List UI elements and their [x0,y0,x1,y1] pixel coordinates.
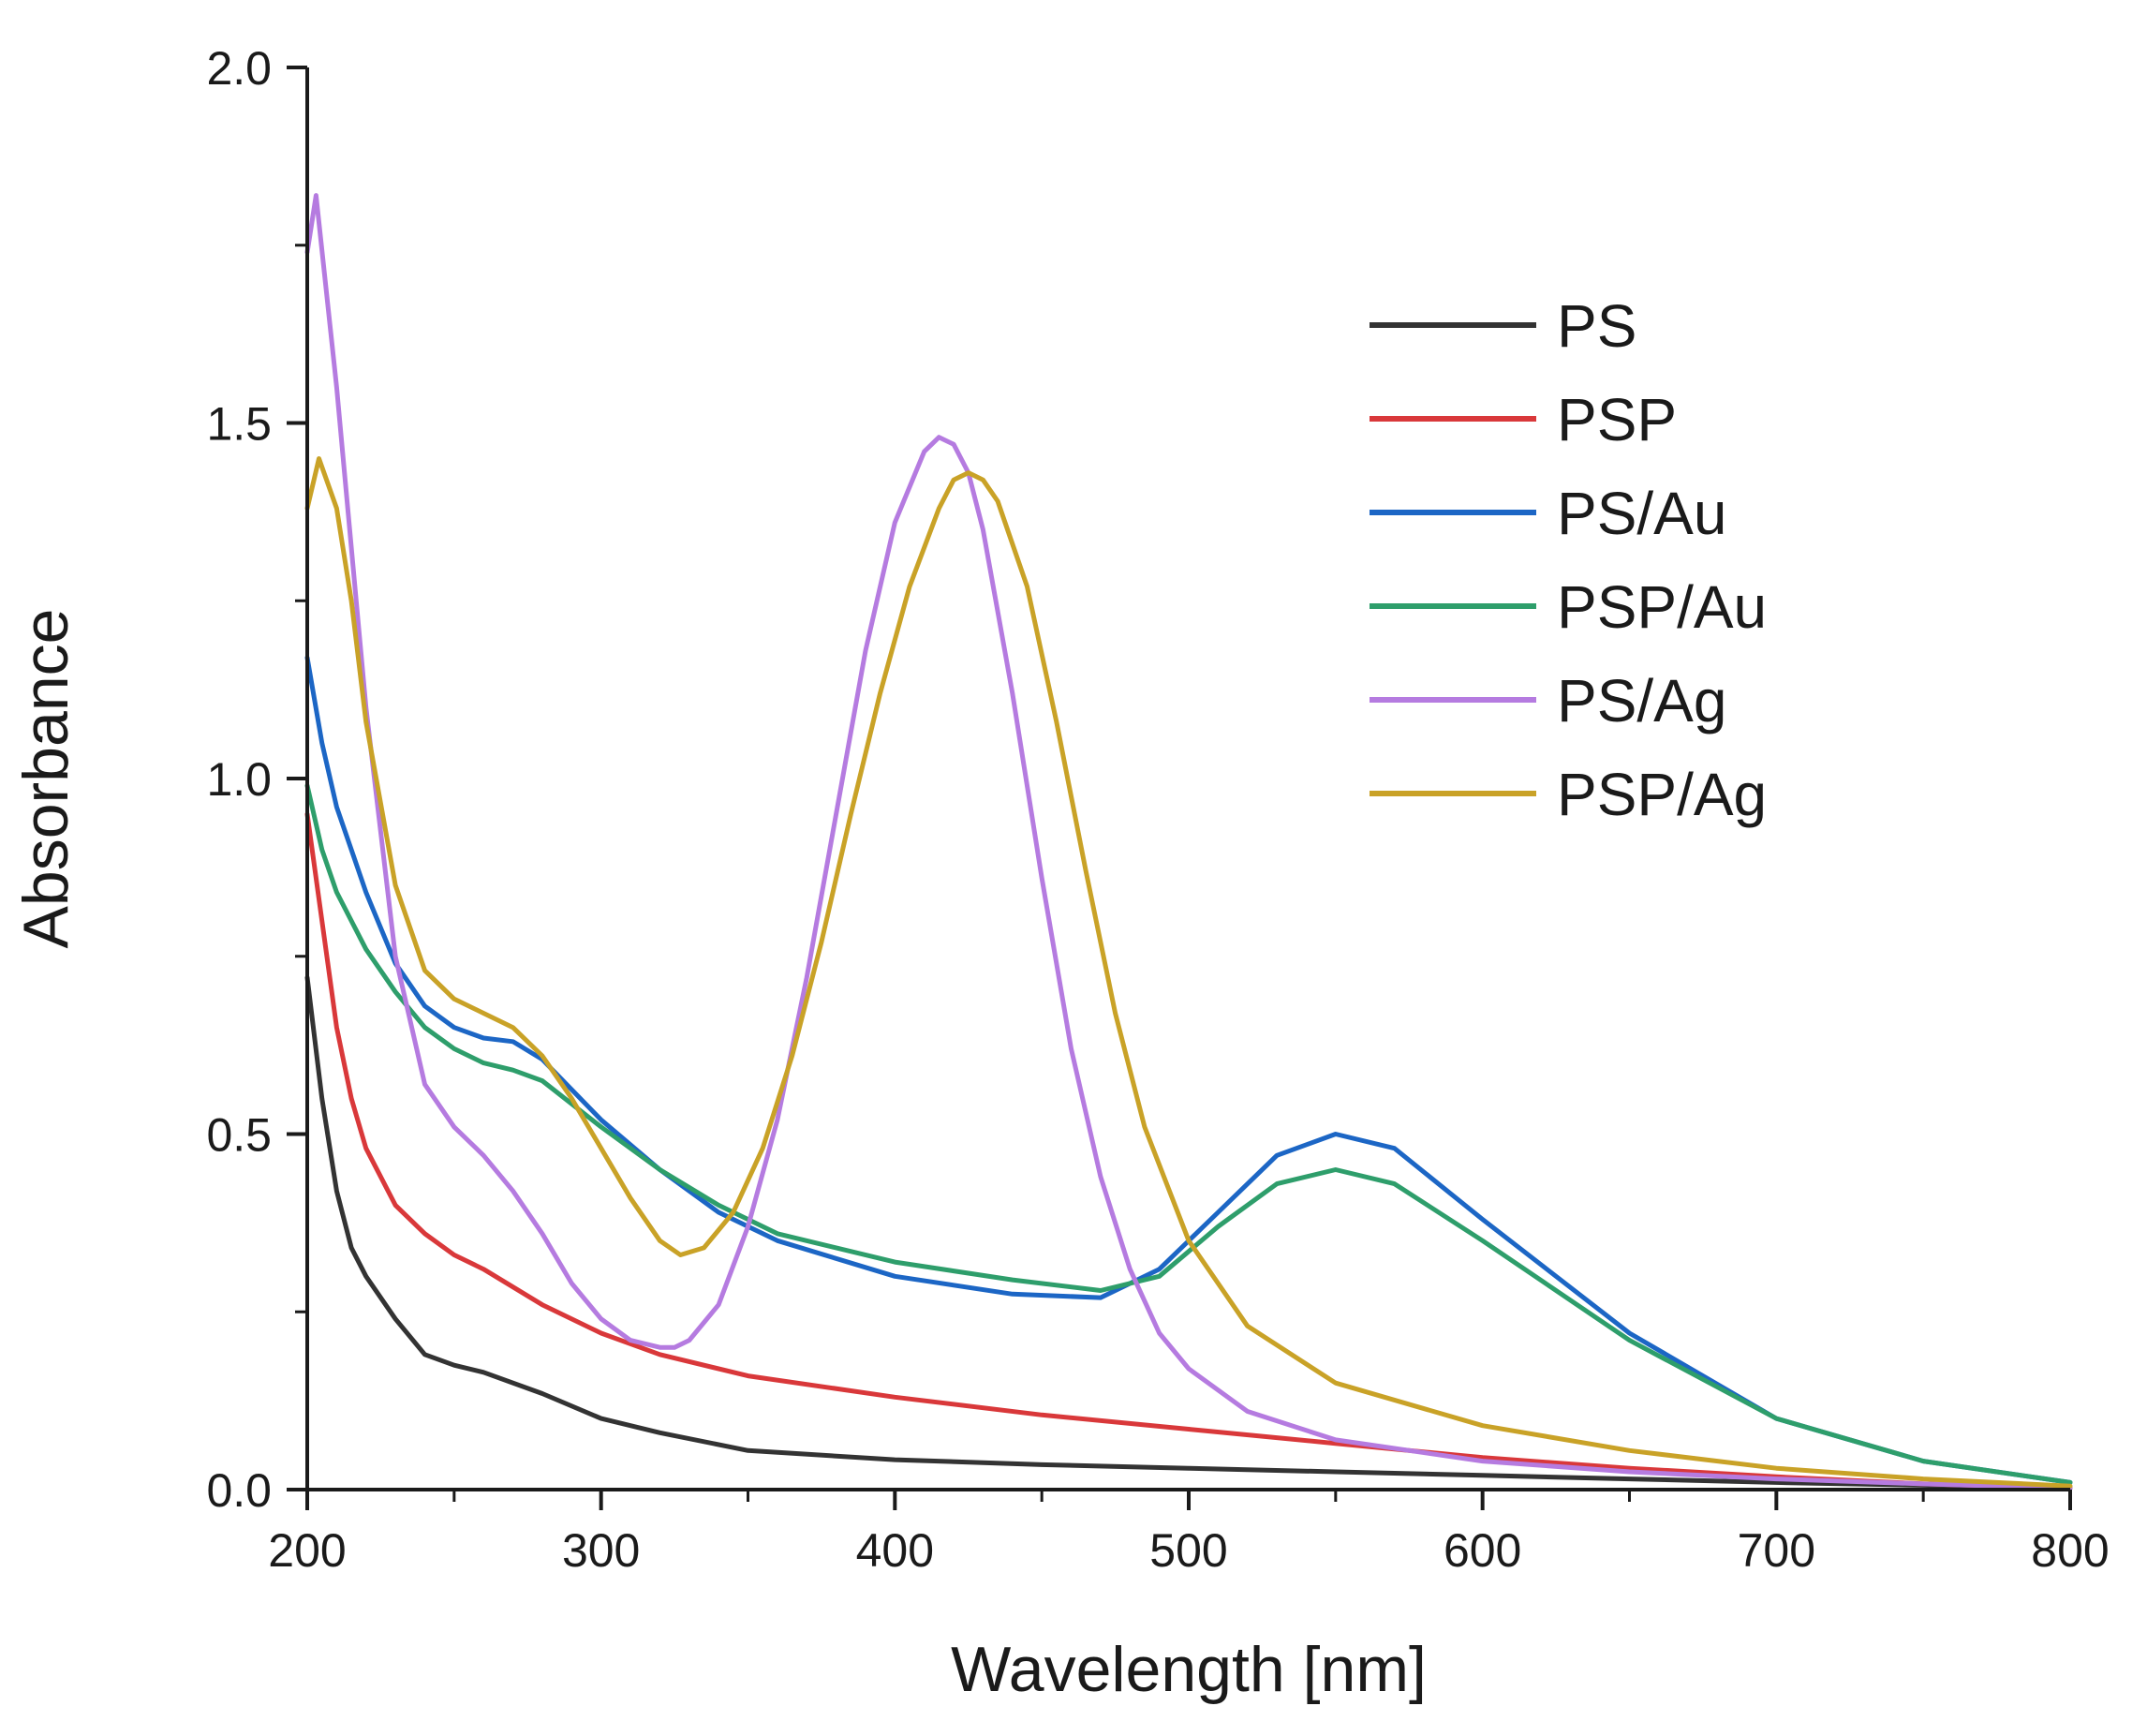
series-line-psp [304,811,2073,1491]
legend-label-psp: PSP [1557,386,1677,453]
ticks-layer: 200 300 400 500 600 700 800 0.0 0.5 1.0 1.5 2.0 [206,42,2109,1577]
legend-label-psp-au: PSP/Au [1557,573,1767,641]
y-tick-label: 1.0 [206,753,272,806]
axes-layer [305,67,2070,1491]
series-line-ps-ag [304,193,2073,1491]
x-tick-label: 700 [1738,1524,1815,1577]
legend: PS PSP PS/Au PSP/Au PS/Ag PSP/Ag [1370,292,1767,828]
series-line-psp-ag [304,456,2073,1489]
x-axis-title: Wavelength [nm] [951,1634,1427,1705]
x-tick-label: 800 [2031,1524,2109,1577]
y-tick-label: 0.0 [206,1464,272,1517]
series-line-ps-au [304,655,2073,1485]
series-line-psp-au [304,783,2073,1485]
legend-label-ps-ag: PS/Ag [1557,667,1726,734]
x-tick-label: 300 [562,1524,640,1577]
y-tick-label: 2.0 [206,42,272,95]
series-layer [304,193,2073,1491]
x-tick-label: 500 [1149,1524,1227,1577]
legend-label-ps-au: PS/Au [1557,480,1726,547]
series-line-ps [304,975,2073,1491]
legend-label-ps: PS [1557,292,1636,360]
y-axis-title: Absorbance [10,609,81,949]
legend-label-psp-ag: PSP/Ag [1557,761,1767,828]
x-tick-label: 600 [1444,1524,1521,1577]
y-tick-label: 0.5 [206,1109,272,1162]
x-tick-label: 400 [856,1524,934,1577]
y-tick-label: 1.5 [206,398,272,451]
x-tick-label: 200 [268,1524,346,1577]
